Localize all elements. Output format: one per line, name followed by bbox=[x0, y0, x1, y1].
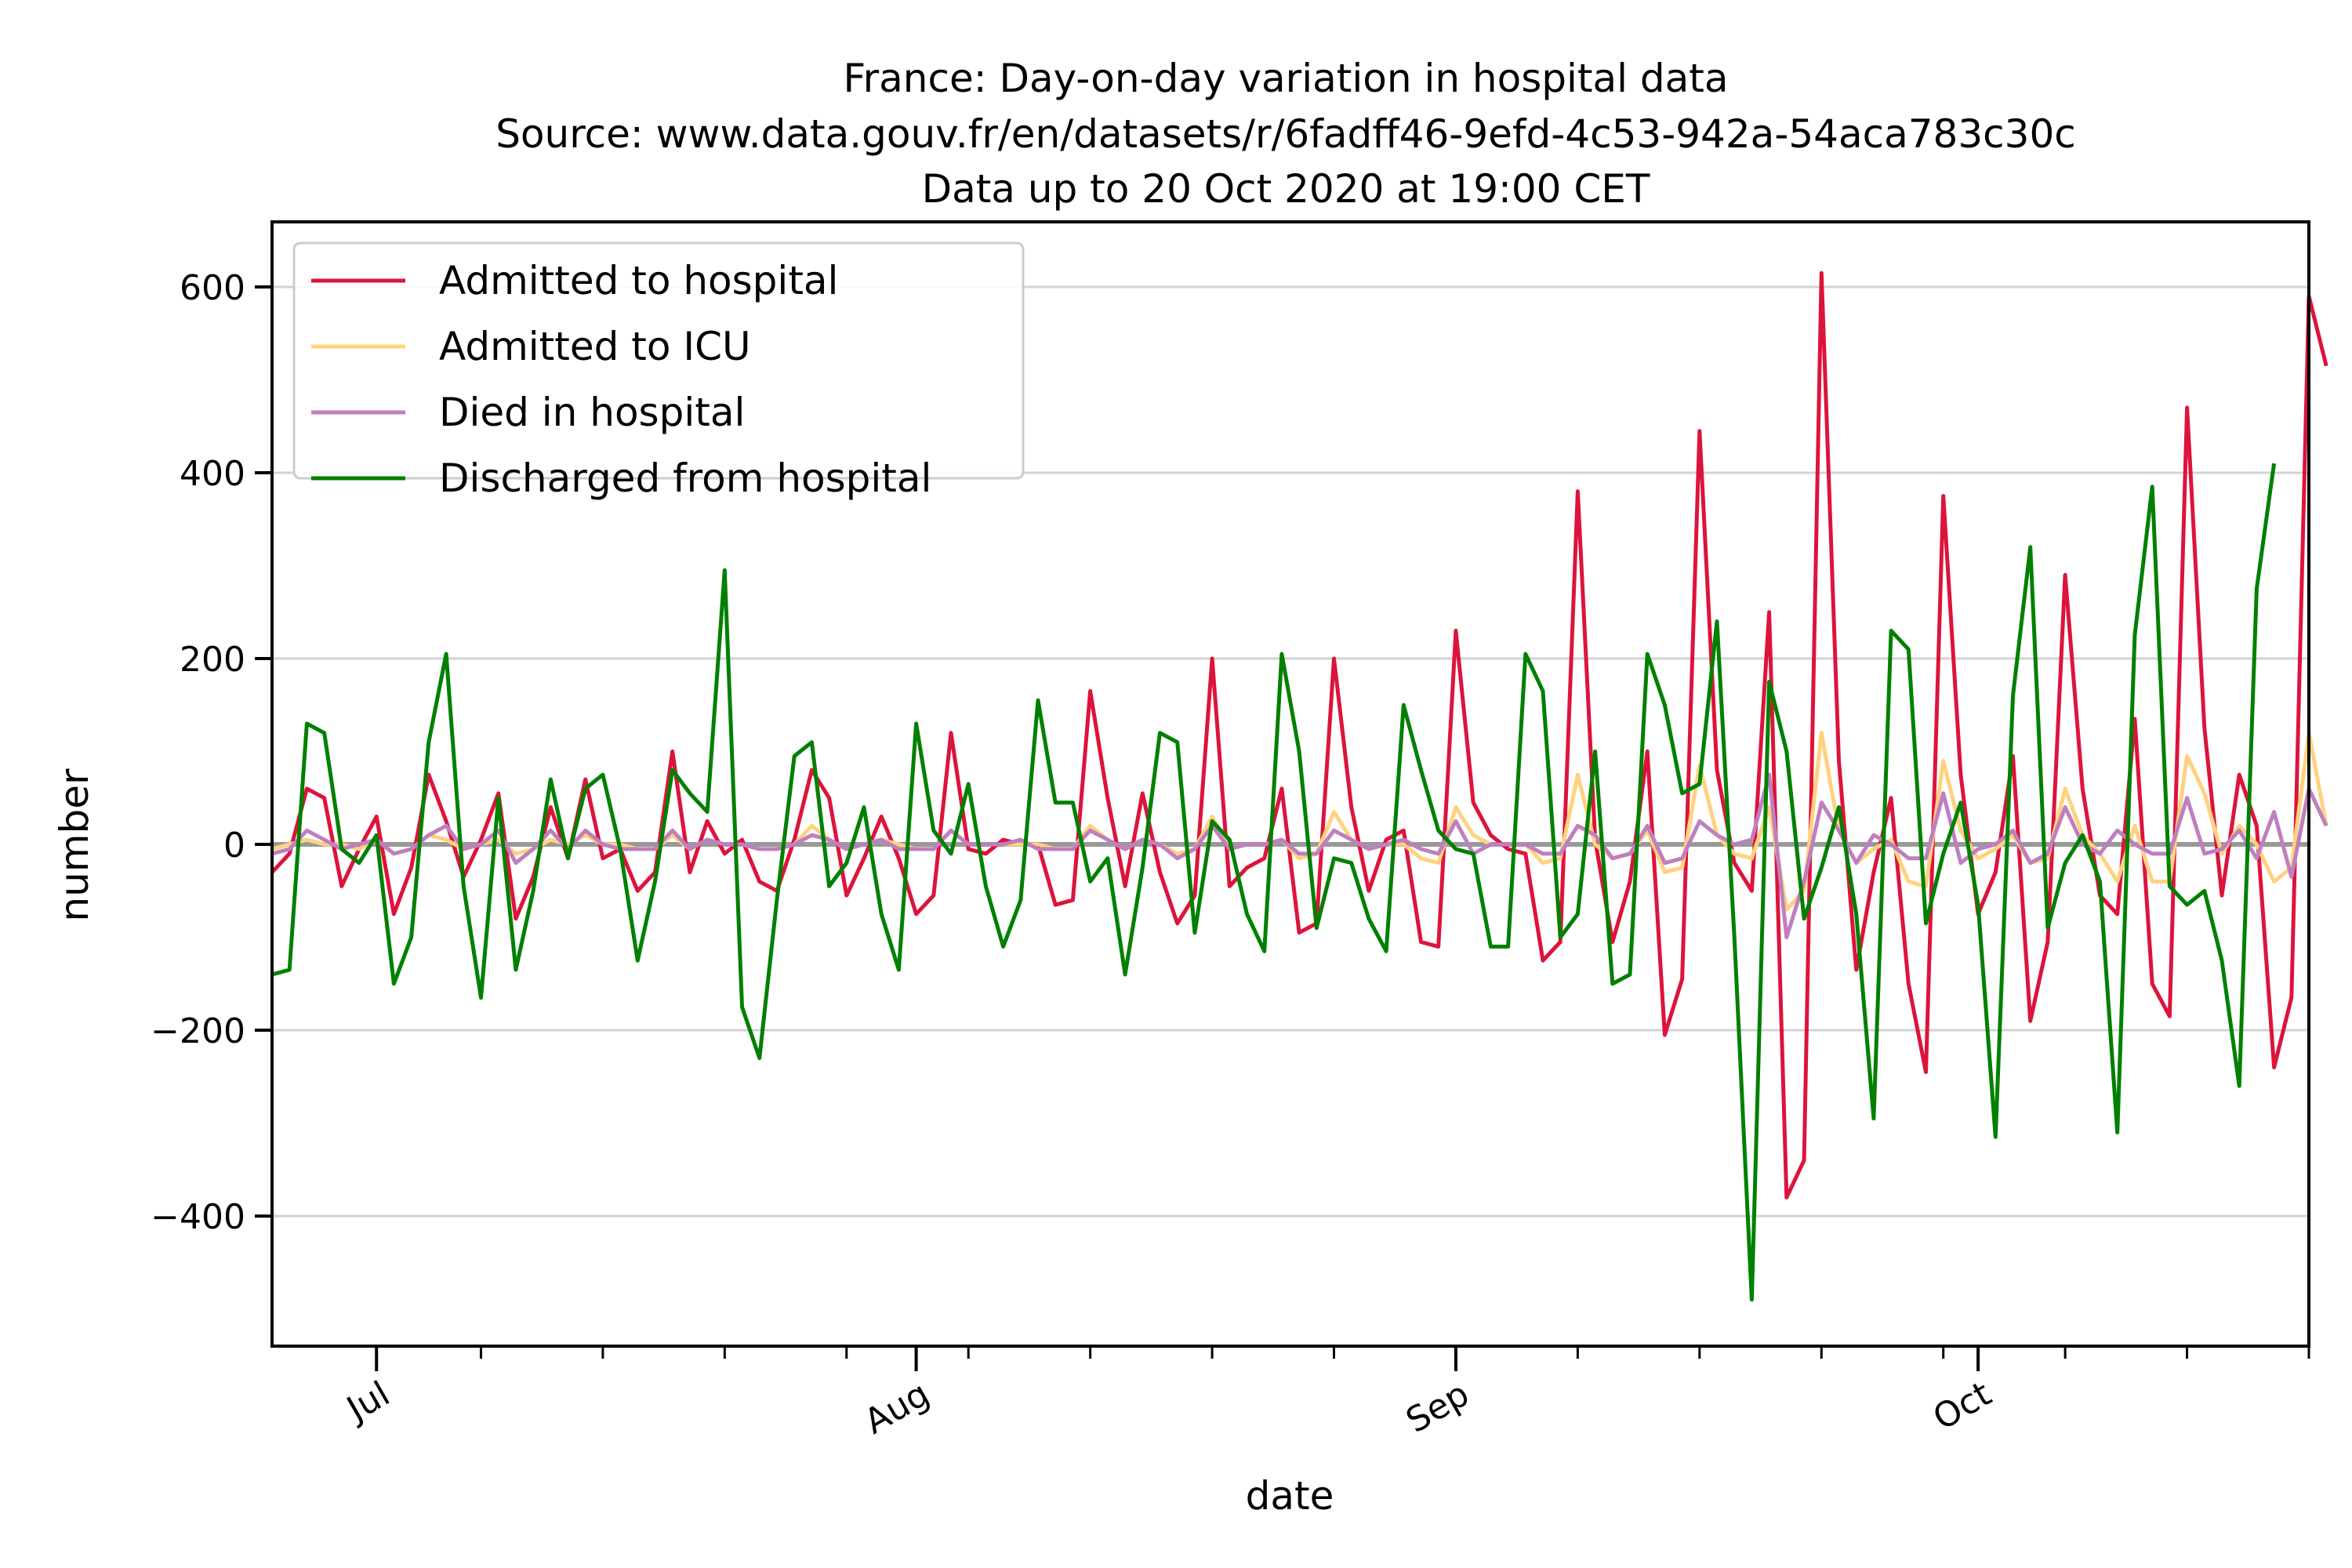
y-tick-label: −400 bbox=[151, 1197, 245, 1237]
y-tick-label: 400 bbox=[180, 454, 245, 494]
legend-label: Admitted to hospital bbox=[439, 258, 838, 303]
series-line-2 bbox=[271, 731, 2328, 912]
plot-frame bbox=[270, 220, 2310, 1348]
y-axis: −400 −200 0 200 400 600 bbox=[151, 268, 272, 1237]
legend-label: Admitted to ICU bbox=[439, 324, 751, 369]
legend-box bbox=[292, 241, 1025, 480]
title-line-3: Data up to 20 Oct 2020 at 19:00 CET bbox=[922, 166, 1650, 212]
y-axis-label: number bbox=[52, 768, 97, 922]
title-line-1: France: Day-on-day variation in hospital… bbox=[843, 56, 1728, 101]
y-tick-label: 0 bbox=[223, 826, 245, 866]
series-line-3 bbox=[271, 772, 2328, 939]
y-tick-label: 600 bbox=[180, 268, 245, 308]
series-line-4 bbox=[271, 463, 2277, 1302]
series-line-1 bbox=[270, 270, 2328, 1200]
y-tick-label: 200 bbox=[180, 640, 245, 680]
title-line-2: Source: www.data.gouv.fr/en/datasets/r/6… bbox=[495, 111, 2076, 157]
legend: Admitted to hospital Admitted to ICU Died … bbox=[292, 241, 1025, 501]
series-lines bbox=[270, 270, 2328, 1302]
legend-label: Discharged from hospital bbox=[439, 456, 931, 501]
legend-label: Died in hospital bbox=[439, 390, 745, 435]
x-axis-label: date bbox=[1246, 1473, 1334, 1519]
chart-title: France: Day-on-day variation in hospital… bbox=[495, 56, 2076, 212]
y-tick-label: −200 bbox=[151, 1011, 245, 1051]
